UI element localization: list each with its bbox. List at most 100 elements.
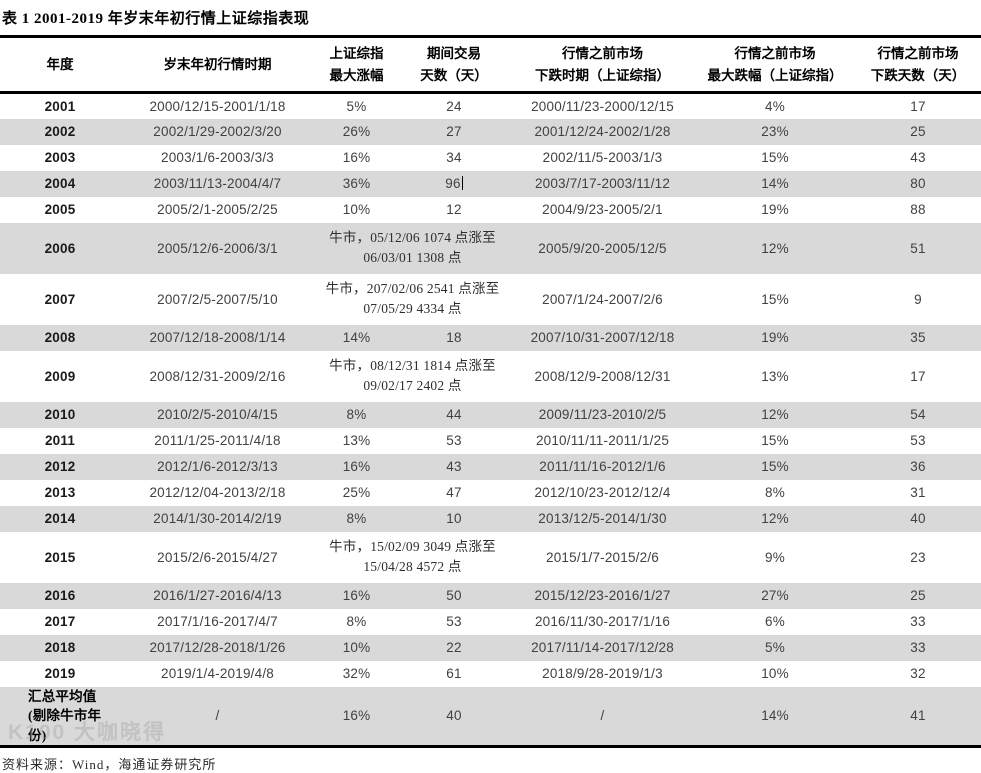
table-row: 2012 2012/1/6-2012/3/13 16% 43 2011/11/16-20…	[0, 453, 981, 480]
table-row: 2017 2017/1/16-2017/4/7 8% 53 2016/11/30-201…	[0, 609, 981, 635]
column-header: 行情之前市场 最大跌幅（上证综指）	[695, 37, 855, 93]
gain-cell: 16%	[342, 150, 371, 165]
period-cell: 2002/1/29-2002/3/20	[153, 124, 282, 139]
decline-cell: 27%	[761, 588, 789, 603]
decline-days-cell: 51	[910, 240, 926, 256]
bull-note-cell: 牛市，207/02/06 2541 点涨至 07/05/29 4334 点	[325, 280, 500, 316]
source-note: 资料来源：Wind，海通证券研究所	[2, 757, 217, 773]
days-cell: 27	[446, 124, 462, 139]
table-row: 2003 2003/1/6-2003/3/3 16% 34 2002/11/5-2003…	[0, 145, 981, 171]
summary-row: 汇总平均值 (剔除牛市年份) / 16% 40 / 14% 41	[0, 686, 981, 747]
days-cell: 10	[446, 511, 462, 526]
gain-cell: 10%	[342, 202, 371, 217]
decline-period-cell: 2004/9/23-2005/2/1	[542, 202, 663, 217]
column-header: 岁末年初行情时期	[120, 37, 315, 93]
column-header-line2: 下跌时期（上证综指）	[535, 67, 670, 83]
year-cell: 2002	[44, 124, 76, 139]
table-row: 2013 2012/12/04-2013/2/18 25% 47 2012/10/23-…	[0, 480, 981, 506]
column-header-line1: 上证综指	[329, 45, 384, 61]
gain-cell: 16%	[342, 459, 371, 474]
year-cell: 2001	[44, 98, 76, 114]
column-header: 行情之前市场下跌时期（上证综指）	[510, 37, 695, 93]
decline-period-cell: 2008/12/9-2008/12/31	[534, 368, 671, 384]
decline-period-cell: 2013/12/5-2014/1/30	[538, 511, 667, 526]
summary-label-cell: 汇总平均值 (剔除牛市年份)	[0, 687, 120, 747]
days-cell: 24	[446, 98, 462, 114]
table-row: 2006 2005/12/6-2006/3/1 牛市，05/12/06 1074 点…	[0, 222, 981, 274]
bull-note-cell: 牛市，05/12/06 1074 点涨至 06/03/01 1308 点	[329, 229, 496, 265]
table-row: 2001 2000/12/15-2001/1/18 5% 24 2000/11/23-2…	[0, 93, 981, 119]
column-header-line1: 行情之前市场	[877, 45, 959, 61]
column-header-line1: 年度	[46, 56, 74, 72]
decline-cell: 23%	[761, 124, 789, 139]
period-cell: 2016/1/27-2016/4/13	[153, 588, 282, 603]
header-row: 年度 岁末年初行情时期 上证综指 最大涨幅 期间交易 天数（天） 行情之前市场 下跌时期（上证…	[0, 37, 981, 93]
period-cell: 2017/1/16-2017/4/7	[157, 614, 278, 629]
decline-cell: 12%	[761, 240, 789, 256]
table-row: 2008 2007/12/18-2008/1/14 14% 18 2007/10/31-…	[0, 324, 981, 351]
year-cell: 2016	[44, 588, 76, 603]
decline-days-cell: 54	[910, 407, 926, 422]
decline-period-cell: 2002/11/5-2003/1/3	[542, 150, 663, 165]
gain-cell: 26%	[342, 124, 371, 139]
decline-cell: 10%	[761, 666, 789, 681]
decline-days-cell: 40	[910, 511, 926, 526]
decline-days-cell: 35	[910, 330, 926, 345]
decline-period-cell: 2007/1/24-2007/2/6	[542, 291, 663, 307]
days-cell: 47	[446, 485, 462, 500]
decline-days-cell: 32	[910, 666, 926, 681]
column-header-line1: 岁末年初行情时期	[163, 56, 272, 72]
table-row: 2016 2016/1/27-2016/4/13 16% 50 2015/12/23-2…	[0, 582, 981, 609]
column-header-line2: 下跌天数（天）	[870, 67, 966, 83]
period-cell: 2019/1/4-2019/4/8	[161, 666, 274, 681]
year-cell: 2018	[44, 640, 76, 655]
year-cell: 2013	[44, 485, 76, 500]
period-cell: /	[215, 708, 220, 724]
gain-cell: 25%	[342, 485, 371, 500]
column-header: 行情之前市场 下跌天数（天）	[855, 37, 981, 93]
period-cell: 2017/12/28-2018/1/26	[149, 640, 286, 655]
year-cell: 2012	[44, 459, 76, 474]
decline-period-cell: 2011/11/16-2012/1/6	[539, 459, 666, 474]
decline-days-cell: 80	[910, 176, 926, 191]
period-cell: 2005/12/6-2006/3/1	[157, 240, 278, 256]
decline-cell: 12%	[761, 511, 789, 526]
decline-period-cell: 2007/10/31-2007/12/18	[530, 330, 675, 345]
gain-cell: 8%	[346, 407, 367, 422]
period-cell: 2011/1/25-2011/4/18	[154, 433, 281, 448]
decline-days-cell: 33	[910, 640, 926, 655]
year-cell: 2004	[44, 176, 76, 191]
year-cell: 2005	[44, 202, 76, 217]
table-row: 2015 2015/2/6-2015/4/27 牛市，15/02/09 3049 点…	[0, 532, 981, 583]
column-header-line1: 行情之前市场	[562, 45, 643, 61]
year-cell: 2009	[44, 368, 76, 384]
year-cell: 2010	[44, 407, 76, 422]
decline-cell: 15%	[761, 459, 789, 474]
decline-cell: 15%	[761, 291, 789, 307]
decline-period-cell: 2017/11/14-2017/12/28	[531, 640, 674, 655]
gain-cell: 14%	[342, 330, 371, 345]
decline-cell: 15%	[761, 150, 789, 165]
bull-note-cell: 牛市，08/12/31 1814 点涨至 09/02/17 2402 点	[329, 357, 496, 393]
table-row: 2014 2014/1/30-2014/2/19 8% 10 2013/12/5-201…	[0, 505, 981, 532]
decline-cell: 8%	[765, 485, 785, 500]
decline-days-cell: 9	[914, 291, 922, 307]
table-body: 2001 2000/12/15-2001/1/18 5% 24 2000/11/23-2…	[0, 93, 981, 747]
decline-cell: 19%	[761, 330, 789, 345]
year-cell: 2019	[44, 666, 76, 681]
table-row: 2005 2005/2/1-2005/2/25 10% 12 2004/9/23-200…	[0, 197, 981, 223]
period-cell: 2007/12/18-2008/1/14	[149, 330, 286, 345]
decline-period-cell: 2018/9/28-2019/1/3	[542, 666, 663, 681]
decline-cell: 9%	[765, 549, 785, 565]
gain-cell: 16%	[342, 588, 371, 603]
decline-period-cell: 2010/11/11-2011/1/25	[535, 433, 670, 448]
table-row: 2009 2008/12/31-2009/2/16 牛市，08/12/31 1814…	[0, 351, 981, 402]
decline-cell: 13%	[761, 368, 789, 384]
column-header: 上证综指 最大涨幅	[315, 37, 398, 93]
days-cell: 40	[446, 708, 462, 724]
gain-cell: 13%	[342, 433, 371, 448]
gain-cell: 10%	[342, 640, 371, 655]
table-row: 2019 2019/1/4-2019/4/8 32% 61 2018/9/28-2019…	[0, 661, 981, 687]
period-cell: 2003/11/13-2004/4/7	[153, 176, 282, 191]
decline-period-cell: 2005/9/20-2005/12/5	[538, 240, 667, 256]
